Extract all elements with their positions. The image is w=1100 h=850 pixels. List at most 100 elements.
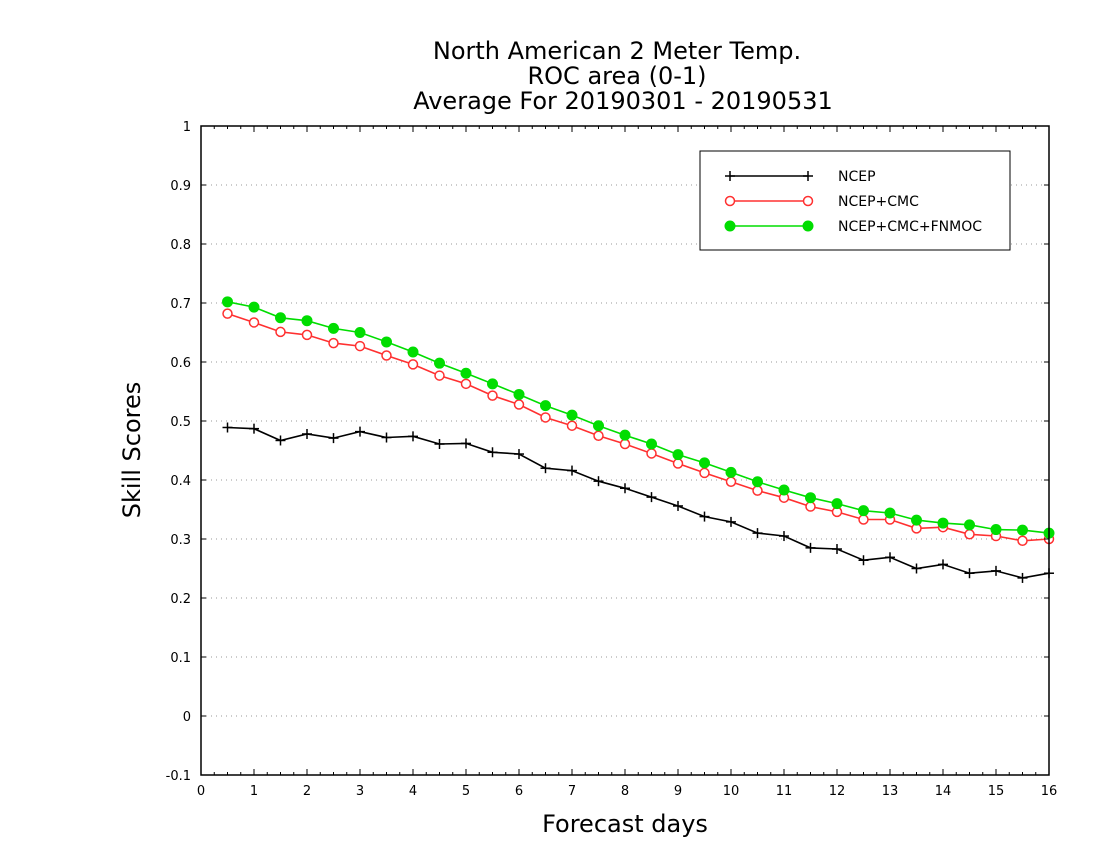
chart-title: North American 2 Meter Temp. (433, 37, 801, 65)
data-point-ncep-plus-cmc (593, 430, 604, 441)
y-tick-label: -0.1 (166, 769, 191, 784)
y-tick-label: 0.4 (170, 474, 191, 489)
legend-marker (802, 220, 814, 232)
data-point-ncep-plus-cmc (964, 529, 975, 540)
data-point-ncep-plus-cmc-plus-fnmoc (434, 357, 445, 369)
legend-entry-ncep-plus-cmc-plus-fnmoc: NCEP+CMC+FNMOC (724, 219, 982, 235)
data-point-ncep (726, 516, 736, 527)
data-point-ncep-plus-cmc (646, 448, 657, 459)
y-tick-label: 0 (183, 710, 191, 725)
data-point-ncep (461, 438, 471, 449)
y-tick-label: 0.5 (170, 415, 191, 430)
data-point-ncep-plus-cmc (540, 412, 551, 423)
legend-label: NCEP+CMC (838, 194, 919, 210)
data-point-ncep (275, 435, 286, 446)
legend-entry-ncep-plus-cmc: NCEP+CMC (724, 194, 919, 210)
data-point-ncep-plus-cmc-plus-fnmoc (222, 296, 233, 308)
y-tick-label: 0.7 (170, 297, 191, 312)
data-point-ncep-plus-cmc (460, 378, 472, 390)
data-point-ncep (911, 563, 922, 574)
data-point-ncep-plus-cmc (699, 467, 710, 479)
data-point-ncep-plus-cmc (672, 458, 684, 469)
x-tick-label: 8 (621, 784, 629, 799)
series-layer (222, 296, 1055, 583)
data-point-ncep-plus-cmc (222, 308, 233, 319)
y-tick-label: 0.3 (170, 533, 191, 548)
legend-label: NCEP (838, 169, 876, 185)
data-point-ncep (302, 428, 312, 439)
ticks: -0.100.10.20.30.40.50.60.70.80.910 1 2 3 4 5 6… (166, 120, 1058, 799)
data-point-ncep (222, 422, 233, 433)
legend-label: NCEP+CMC+FNMOC (838, 219, 982, 235)
series-line-ncep (227, 426, 1050, 579)
data-point-ncep-plus-cmc-plus-fnmoc (566, 409, 578, 421)
data-point-ncep-plus-cmc (248, 317, 260, 328)
data-point-ncep (249, 423, 259, 434)
legend-marker (724, 220, 736, 232)
data-point-ncep-plus-cmc (566, 420, 578, 431)
y-tick-label: 0.2 (170, 592, 191, 607)
data-point-ncep-plus-cmc (434, 370, 445, 381)
y-axis-label: Skill Scores (118, 382, 146, 519)
data-point-ncep-plus-cmc-plus-fnmoc (407, 346, 419, 358)
data-point-ncep (567, 465, 577, 476)
data-point-ncep-plus-cmc-plus-fnmoc (725, 466, 737, 478)
data-point-ncep-plus-cmc-plus-fnmoc (354, 327, 366, 338)
data-point-ncep (620, 483, 630, 494)
data-point-ncep (540, 463, 551, 474)
data-point-ncep-plus-cmc-plus-fnmoc (513, 388, 525, 400)
data-point-ncep-plus-cmc (513, 399, 525, 410)
x-tick-label: 6 (515, 784, 523, 799)
data-point-ncep-plus-cmc-plus-fnmoc (699, 457, 710, 469)
data-point-ncep-plus-cmc-plus-fnmoc (831, 498, 843, 510)
legend: NCEP NCEP+CMC NCEP+CMC+FNMOC (699, 150, 1011, 251)
data-point-ncep (885, 552, 895, 563)
data-point-ncep-plus-cmc-plus-fnmoc (460, 367, 472, 379)
data-point-ncep (752, 528, 763, 539)
data-point-ncep-plus-cmc-plus-fnmoc (593, 420, 604, 432)
data-point-ncep-plus-cmc (805, 501, 816, 512)
data-point-ncep (938, 559, 948, 570)
data-point-ncep (699, 511, 710, 522)
x-tick-label: 3 (356, 784, 364, 799)
data-point-ncep-plus-cmc-plus-fnmoc (884, 507, 896, 519)
x-axis-label: Forecast days (542, 810, 708, 838)
data-point-ncep-plus-cmc-plus-fnmoc (275, 312, 286, 324)
data-point-ncep (832, 544, 842, 555)
data-point-ncep-plus-cmc-plus-fnmoc (301, 315, 313, 327)
data-point-ncep (964, 568, 975, 579)
series-line-ncep-plus-cmc (227, 312, 1050, 542)
data-point-ncep (646, 492, 657, 503)
data-point-ncep-plus-cmc (328, 337, 339, 349)
x-tick-label: 7 (568, 784, 576, 799)
y-tick-label: 0.8 (170, 238, 191, 253)
series-ncep (222, 422, 1054, 583)
data-point-ncep-plus-cmc-plus-fnmoc (805, 492, 816, 504)
data-point-ncep-plus-cmc-plus-fnmoc (937, 517, 949, 529)
data-point-ncep-plus-cmc (407, 359, 419, 370)
data-point-ncep-plus-cmc-plus-fnmoc (487, 378, 498, 390)
data-point-ncep (858, 555, 869, 566)
data-point-ncep-plus-cmc (858, 514, 869, 525)
data-point-ncep-plus-cmc-plus-fnmoc (619, 429, 631, 441)
y-tick-label: 1 (183, 120, 191, 135)
legend-marker (803, 171, 813, 181)
legend-entry-ncep: NCEP (725, 169, 876, 185)
series-ncep-plus-cmc (222, 308, 1055, 547)
data-point-ncep-plus-cmc-plus-fnmoc (911, 514, 922, 526)
y-tick-label: 0.1 (170, 651, 191, 666)
chart-subtitle: ROC area (0-1) (527, 62, 706, 90)
data-point-ncep (991, 565, 1001, 576)
chart-date-range: Average For 20190301 - 20190531 (413, 87, 833, 115)
data-point-ncep-plus-cmc-plus-fnmoc (778, 484, 790, 496)
data-point-ncep (328, 433, 339, 444)
legend-marker (802, 195, 814, 207)
series-line-ncep-plus-cmc-plus-fnmoc (227, 301, 1050, 534)
legend-marker (724, 195, 736, 207)
data-point-ncep-plus-cmc-plus-fnmoc (381, 336, 392, 348)
data-point-ncep (593, 476, 604, 487)
data-point-ncep-plus-cmc (354, 340, 366, 352)
data-point-ncep-plus-cmc-plus-fnmoc (858, 505, 869, 517)
series-ncep-plus-cmc-plus-fnmoc (222, 296, 1055, 539)
